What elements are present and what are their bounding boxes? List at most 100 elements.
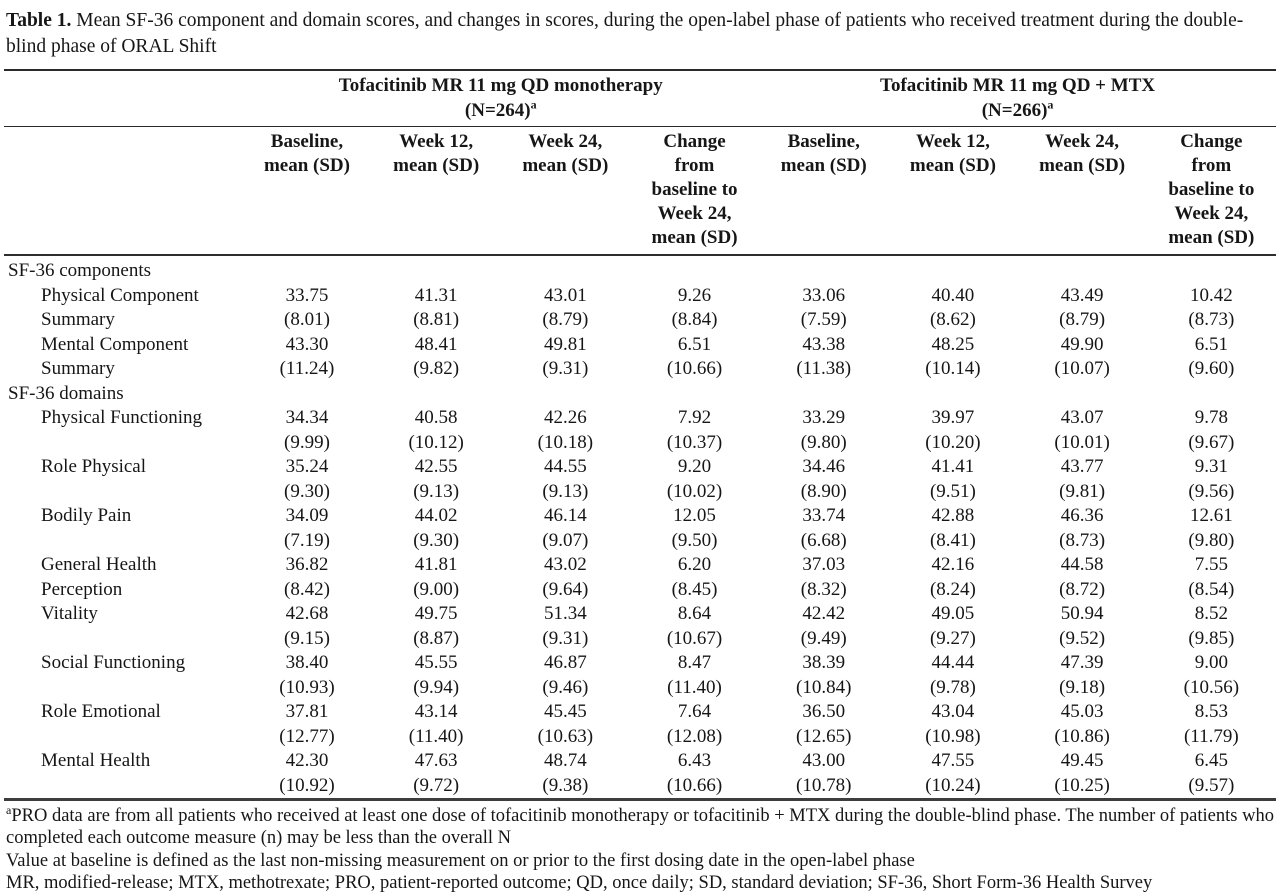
mean-value: 10.42 [1189,284,1233,306]
row-label-continued: Summary [41,358,115,379]
sd-value: (10.24) [925,774,981,796]
sd-value: (11.40) [408,725,464,747]
sd-value: (10.01) [1054,431,1110,453]
sd-value: (8.42) [284,578,330,600]
sd-value: (9.82) [413,358,460,379]
row-label: Physical Component [41,284,199,306]
mean-value: 43.01 [543,284,587,306]
sd-value: (9.99) [284,431,330,453]
column-header-row: Baseline, mean (SD) Week 12, mean (SD) W… [4,126,1276,256]
row-label: General Health [41,554,157,575]
data-row-sd: (10.93) (9.94) (9.46) (11.40) (10.84) (9.78) (… [4,676,1276,701]
section-label: SF-36 domains [8,382,124,404]
mean-value: 43.77 [1060,456,1104,477]
col-header-baseline-mono: Baseline, mean (SD) [242,126,372,256]
sd-value: (10.02) [666,480,723,502]
data-row-sd: (12.77) (11.40) (10.63) (12.08) (12.65) (10.9… [4,725,1276,750]
sd-value: (9.31) [542,358,589,379]
sd-value: (9.15) [284,627,330,649]
footnote-marker: a [530,97,537,112]
footnote-text: MR, modified-release; MTX, methotrexate;… [6,873,1153,892]
footnote-marker: a [6,802,12,817]
row-label-continued [4,529,242,554]
mean-value: 41.31 [414,284,458,306]
empty-corner-cell [4,126,243,256]
mean-value: 48.41 [414,333,458,355]
mean-value: 36.82 [285,554,329,575]
row-label: Vitality [41,603,98,624]
sd-value: (10.25) [1054,774,1110,796]
sd-value: (8.62) [929,309,976,330]
sd-value: (10.14) [925,358,981,379]
sd-value: (10.12) [408,431,464,453]
mean-value: 43.30 [285,333,329,355]
sd-value: (7.19) [284,529,330,551]
sd-value: (12.77) [279,725,335,747]
row-label: Physical Functioning [41,407,202,428]
sd-value: (9.13) [413,480,460,502]
data-row-mean: Mental Health 42.30 47.63 48.74 6.43 43.00 47.… [4,749,1276,774]
mean-value: 46.14 [543,505,587,526]
data-row-mean: Bodily Pain 34.09 44.02 46.14 12.05 33.74 42.8… [4,504,1276,529]
mean-value: 38.40 [285,652,329,673]
data-row-sd: (9.99) (10.12) (10.18) (10.37) (9.80) (10.20)… [4,431,1276,456]
table-title: Table 1. Mean SF-36 component and domain… [6,8,1274,60]
table-footnotes: aPRO data are from all patients who rece… [6,802,1274,892]
mean-value: 43.04 [931,701,975,722]
mean-value: 6.20 [677,554,712,575]
sd-value: (9.00) [413,578,460,600]
mean-value: 49.81 [543,333,587,355]
mean-value: 43.07 [1060,407,1104,428]
mean-value: 47.63 [414,750,458,771]
sd-value: (9.30) [284,480,330,502]
col-header-change-mono: Change from baseline to Week 24, mean (S… [629,126,760,256]
mean-value: 48.25 [931,333,975,355]
mean-value: 9.78 [1194,407,1228,428]
sd-value: (9.67) [1188,431,1235,453]
table-caption-text: Mean SF-36 component and domain scores, … [6,10,1244,57]
sd-value: (8.90) [800,480,847,502]
sd-value: (9.81) [1059,480,1106,502]
sd-value: (8.32) [800,578,847,600]
mean-value: 42.88 [931,505,975,526]
sd-value: (9.57) [1188,774,1235,796]
sd-value: (9.18) [1059,676,1106,698]
sd-value: (7.59) [800,309,847,330]
mean-value: 12.61 [1189,505,1233,526]
data-row-sd: (9.30) (9.13) (9.13) (10.02) (8.90) (9.51) (9.… [4,480,1276,505]
col-header-change-mtx: Change from baseline to Week 24, mean (S… [1146,126,1276,256]
sd-value: (9.50) [671,529,718,551]
sd-value: (10.86) [1054,725,1110,747]
group-name: Tofacitinib MR 11 mg QD monotherapy [338,75,663,96]
data-row-mean: Social Functioning 38.40 45.55 46.87 8.47 38.… [4,651,1276,676]
mean-value: 33.74 [802,505,846,526]
mean-value: 45.45 [543,701,587,722]
sd-value: (10.66) [666,774,723,796]
sd-value: (9.31) [542,627,589,649]
data-row-mean: Role Emotional 37.81 43.14 45.45 7.64 36.50 43… [4,700,1276,725]
mean-value: 49.05 [931,603,975,624]
sd-value: (8.84) [671,309,718,330]
row-label: Role Emotional [41,701,161,722]
data-row-mean: Physical Functioning 34.34 40.58 42.26 7.92 3… [4,406,1276,431]
sd-value: (10.92) [279,774,335,796]
mean-value: 44.55 [543,456,587,477]
group-n: (N=264) [464,100,531,121]
sd-value: (9.49) [800,627,847,649]
sd-value: (9.94) [413,676,460,698]
mean-value: 42.26 [543,407,587,428]
mean-value: 36.50 [802,701,846,722]
row-label: Role Physical [41,456,147,477]
sd-value: (10.20) [925,431,981,453]
table-number-label: Table 1. [6,10,72,31]
sd-value: (9.80) [800,431,847,453]
group-n: (N=266) [981,100,1048,121]
sd-value: (8.45) [671,578,718,600]
mean-value: 43.49 [1060,284,1104,306]
mean-value: 8.53 [1194,701,1228,722]
sd-value: (9.56) [1188,480,1235,502]
sd-value: (8.87) [413,627,460,649]
mean-value: 51.34 [543,603,587,624]
mean-value: 47.39 [1060,652,1104,673]
